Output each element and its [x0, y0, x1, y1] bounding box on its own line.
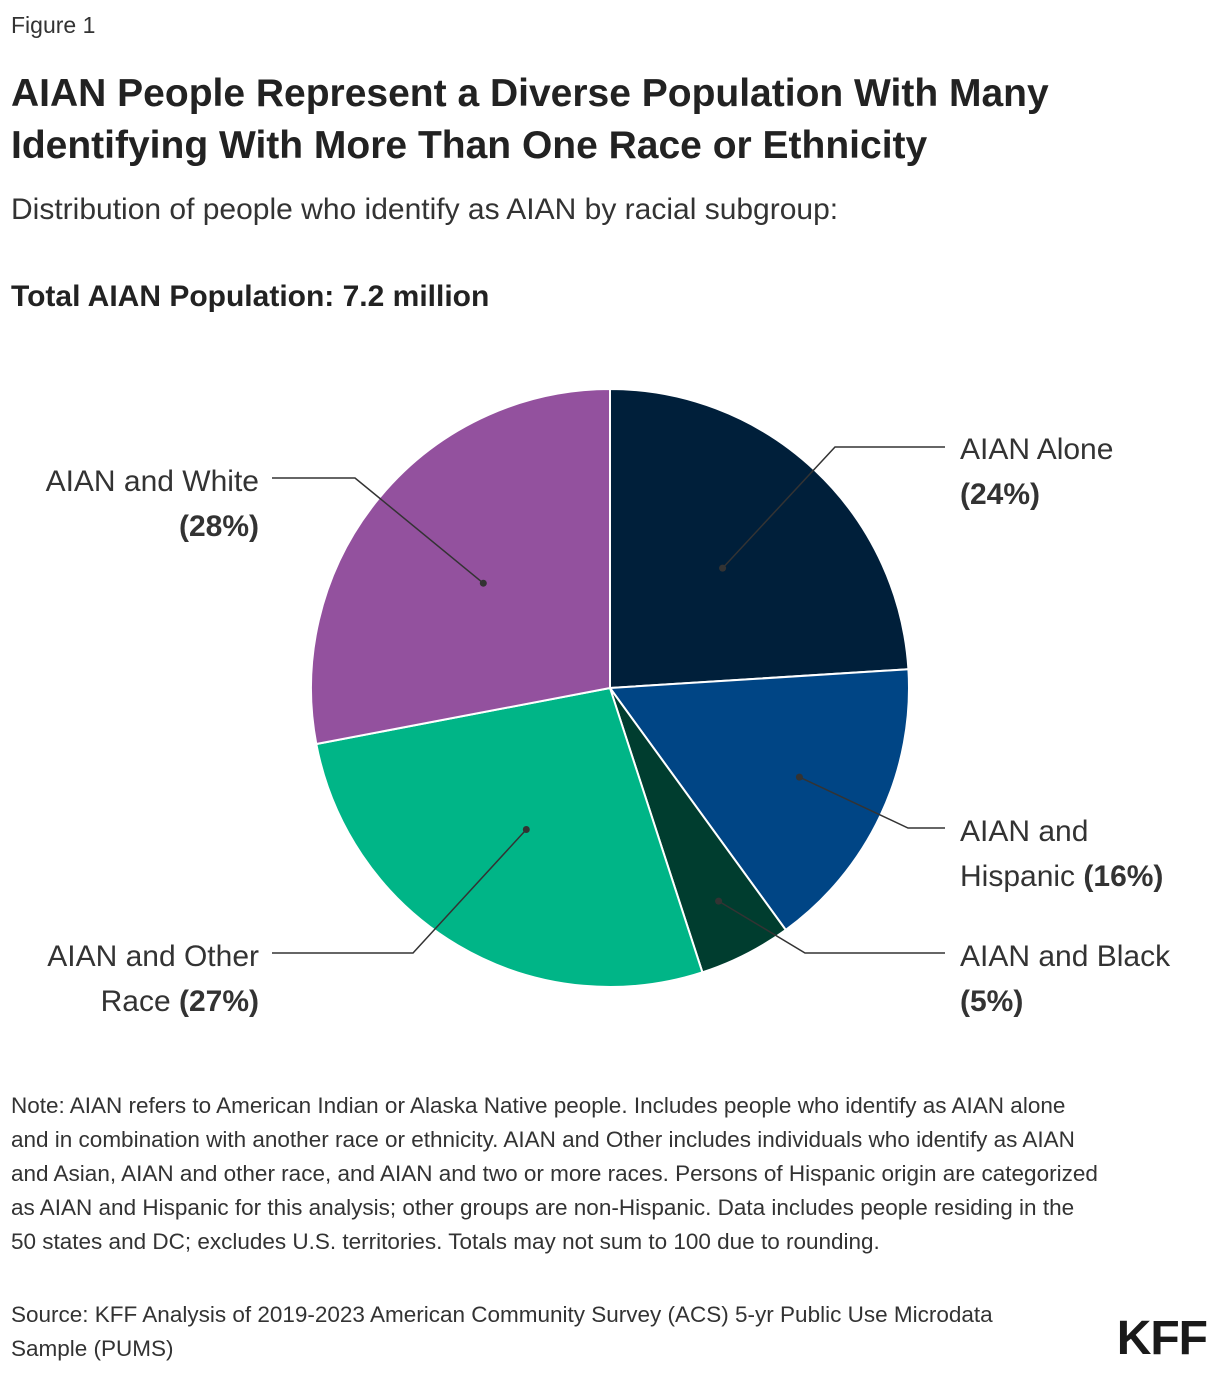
leader-dot-aian-and-white — [479, 579, 487, 587]
leader-line-aian-alone — [722, 446, 945, 569]
slice-percent-aian-and-black: (5%) — [960, 985, 1023, 1018]
slice-label-aian-and-white: AIAN and White (28%) — [46, 465, 259, 543]
leader-dot-aian-alone — [719, 564, 727, 572]
slice-labels: AIAN Alone (24%) AIAN and Hispanic (16%) AIA… — [46, 433, 1172, 1018]
slice-label-aian-and-other-race: AIAN and Other Race (27%) — [47, 940, 259, 1018]
leader-line-aian-and-white — [272, 477, 484, 584]
slice-label-aian-alone: AIAN Alone (24%) — [960, 433, 1113, 511]
slice-label-aian-and-hispanic: AIAN and Hispanic (16%) — [960, 815, 1163, 893]
slice-percent-aian-and-hispanic: (16%) — [1083, 860, 1163, 893]
leader-dot-aian-and-black — [715, 897, 723, 905]
leader-line-aian-and-other-race — [272, 828, 527, 954]
chart-title: AIAN People Represent a Diverse Populati… — [11, 72, 1049, 167]
chart-note: Note: AIAN refers to American Indian or … — [11, 1093, 1098, 1254]
leader-line-aian-and-black — [718, 900, 945, 954]
pie-slices — [310, 387, 910, 988]
pie-slice-aian-and-other-race — [315, 686, 704, 988]
slice-percent-aian-and-white: (28%) — [179, 510, 259, 543]
chart-source: Source: KFF Analysis of 2019-2023 Americ… — [11, 1302, 993, 1361]
kff-logo: KFF — [1116, 1312, 1208, 1365]
leader-line-aian-and-hispanic — [799, 776, 945, 829]
total-population-label: Total AIAN Population: 7.2 million — [11, 280, 490, 313]
slice-percent-aian-and-other-race: (27%) — [179, 985, 259, 1018]
leader-dot-aian-and-other-race — [522, 826, 530, 833]
slice-percent-aian-alone: (24%) — [960, 478, 1040, 511]
pie-slice-aian-and-white — [310, 387, 611, 746]
leader-lines — [272, 446, 945, 954]
figure-label: Figure 1 — [11, 12, 96, 38]
slice-label-aian-and-black: AIAN and Black (5%) — [960, 940, 1171, 1018]
chart-subtitle: Distribution of people who identify as A… — [11, 193, 839, 226]
leader-dot-aian-and-hispanic — [795, 773, 803, 781]
pie-slice-aian-alone — [609, 387, 910, 690]
